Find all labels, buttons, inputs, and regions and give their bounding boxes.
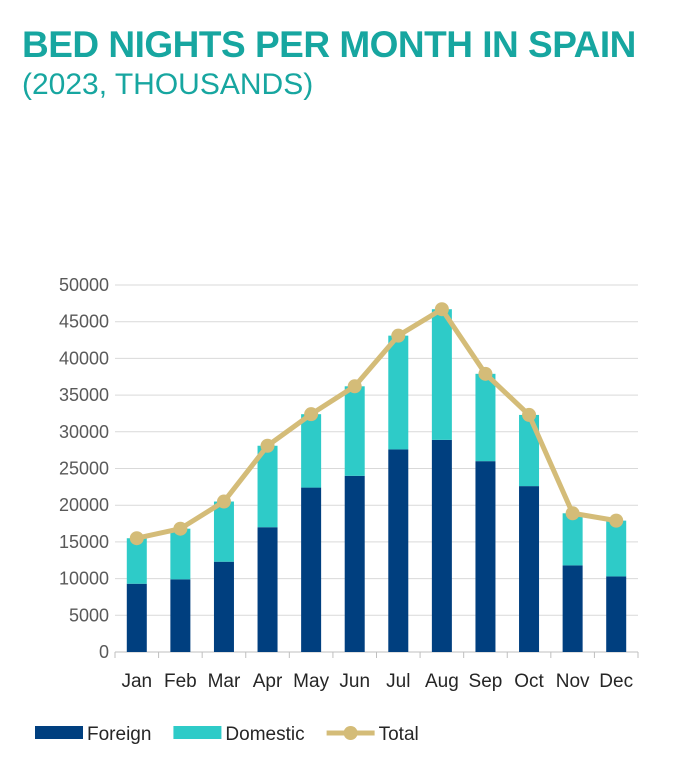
bar-foreign (126, 583, 147, 652)
x-tick-label: Mar (208, 671, 241, 692)
y-tick-label: 0 (99, 642, 109, 662)
y-tick-label: 45000 (59, 312, 109, 332)
bar-foreign (213, 561, 234, 652)
x-tick-label: Aug (425, 671, 459, 692)
bar-foreign (388, 449, 409, 652)
x-tick-label: May (293, 671, 329, 692)
legend-label-total: Total (379, 724, 419, 745)
bar-domestic (126, 538, 147, 584)
x-tick-label: Sep (469, 671, 503, 692)
y-tick-label: 30000 (59, 422, 109, 442)
y-tick-label: 20000 (59, 495, 109, 515)
y-tick-label: 5000 (69, 605, 109, 625)
point-total (609, 513, 624, 528)
line-total (136, 306, 617, 541)
y-tick-label: 35000 (59, 385, 109, 405)
bar-domestic (170, 528, 191, 580)
legend-swatch-domestic (173, 726, 222, 739)
point-total (173, 521, 188, 536)
x-tick-label: Jul (386, 671, 410, 692)
point-total (434, 302, 449, 317)
bar-foreign (170, 579, 191, 652)
bar-domestic (301, 414, 322, 488)
bar-domestic (257, 445, 278, 528)
bar-foreign (431, 439, 452, 652)
y-tick-label: 50000 (59, 275, 109, 295)
bar-foreign (257, 527, 278, 652)
x-tick-label: Apr (253, 671, 283, 692)
x-tick-label: Feb (164, 671, 197, 692)
bar-domestic (431, 309, 452, 440)
chart-title: BED NIGHTS PER MONTH IN SPAIN (22, 24, 636, 65)
x-tick-label: Dec (599, 671, 633, 692)
legend-swatch-foreign (35, 726, 83, 739)
bar-foreign (301, 487, 322, 652)
y-tick-label: 15000 (59, 532, 109, 552)
bar-domestic (606, 520, 627, 577)
point-total (565, 506, 580, 521)
point-total (304, 407, 319, 422)
bar-foreign (519, 486, 540, 652)
chart-subtitle: (2023, THOUSANDS) (22, 68, 314, 101)
point-total (478, 366, 493, 381)
x-tick-label: Jan (121, 671, 152, 692)
bar-domestic (344, 386, 365, 476)
x-tick-label: Nov (556, 671, 590, 692)
point-total (216, 494, 231, 509)
y-tick-label: 40000 (59, 348, 109, 368)
bar-foreign (344, 475, 365, 652)
x-tick-label: Jun (339, 671, 370, 692)
point-total (522, 407, 537, 422)
bar-foreign (475, 461, 496, 652)
point-total (347, 379, 362, 394)
bar-foreign (562, 565, 583, 652)
bar-domestic (562, 513, 583, 566)
bar-domestic (475, 373, 496, 462)
legend-label-domestic: Domestic (225, 724, 304, 745)
legend-marker-total (343, 726, 358, 740)
point-total (391, 328, 406, 343)
y-tick-label: 25000 (59, 459, 109, 479)
bar-domestic (213, 501, 234, 562)
legend-label-foreign: Foreign (87, 724, 151, 745)
bar-foreign (606, 576, 627, 652)
bar-domestic (519, 414, 540, 487)
point-total (260, 438, 275, 453)
y-tick-label: 10000 (59, 569, 109, 589)
x-tick-label: Oct (514, 671, 544, 692)
point-total (129, 531, 144, 546)
bar-domestic (388, 335, 409, 450)
